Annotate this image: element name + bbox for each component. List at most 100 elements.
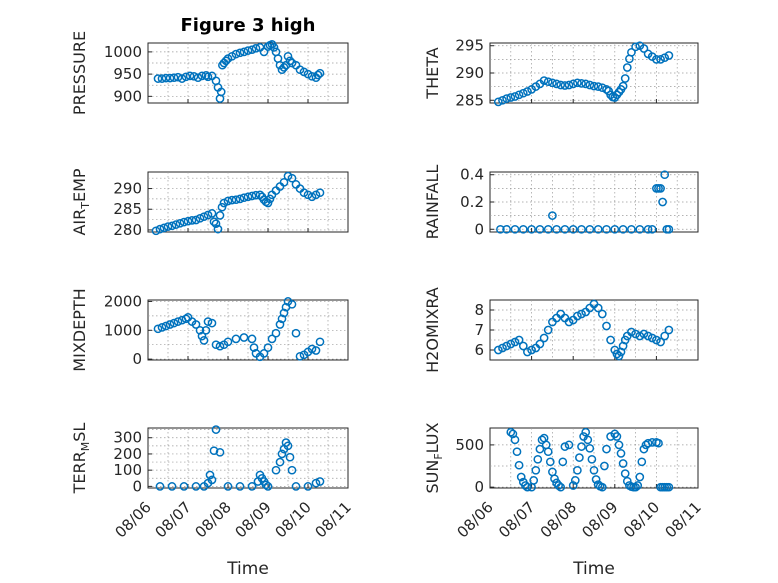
data-point	[602, 85, 611, 94]
data-point	[568, 79, 578, 89]
y-tick-label: 0.2	[460, 193, 484, 211]
data-point	[514, 335, 524, 345]
data-point	[633, 481, 643, 490]
data-point	[602, 224, 611, 234]
data-point	[573, 311, 582, 321]
data-point	[187, 216, 197, 225]
data-point	[267, 334, 277, 344]
data-point	[556, 80, 566, 90]
data-point	[311, 346, 321, 355]
y-tick-label: 1000	[104, 43, 142, 61]
data-point	[654, 438, 663, 448]
data-point	[610, 224, 620, 234]
data-point	[552, 224, 561, 234]
data-point	[167, 221, 177, 231]
data-point	[647, 333, 657, 343]
data-point	[502, 224, 511, 234]
data-point	[275, 320, 285, 329]
data-point	[535, 444, 545, 454]
data-point	[263, 343, 273, 352]
series-markers	[153, 39, 325, 103]
data-point	[179, 482, 189, 491]
y-tick-label: 0	[474, 478, 484, 496]
data-point	[622, 476, 632, 486]
data-point	[213, 224, 223, 234]
data-point	[510, 337, 520, 347]
y-tick-label: 6	[474, 341, 484, 359]
data-point	[315, 337, 325, 347]
data-point	[291, 328, 301, 338]
data-point	[618, 81, 628, 91]
data-point	[518, 88, 528, 98]
data-point	[570, 476, 580, 485]
data-point	[157, 74, 167, 83]
y-tick-label: 1000	[104, 321, 142, 339]
data-point	[277, 449, 287, 459]
data-point	[263, 198, 273, 208]
data-point	[560, 224, 570, 234]
data-point	[593, 224, 603, 234]
x-tick-label: 08/08	[537, 498, 580, 541]
data-point	[639, 444, 649, 454]
data-point	[199, 336, 209, 345]
data-point	[165, 73, 175, 83]
y-tick-label: 290	[455, 64, 484, 82]
y-axis-label: SUNFLUX	[423, 422, 445, 493]
data-point	[243, 46, 253, 55]
data-point	[647, 224, 657, 234]
figure-title: Figure 3 high	[181, 15, 316, 36]
data-point	[243, 192, 253, 202]
data-point	[265, 194, 275, 204]
data-point	[231, 334, 241, 344]
data-point	[215, 211, 225, 220]
data-point	[631, 482, 640, 492]
data-point	[627, 224, 636, 234]
data-point	[313, 70, 323, 80]
y-tick-label: 200	[113, 445, 142, 463]
data-point	[231, 49, 241, 59]
y-tick-label: 300	[113, 429, 142, 447]
data-point	[643, 224, 653, 234]
data-point	[153, 324, 163, 334]
data-point	[215, 341, 225, 351]
data-point	[197, 71, 207, 81]
y-tick-label: 500	[455, 436, 484, 454]
data-point	[585, 80, 595, 90]
data-point	[211, 219, 221, 229]
data-point	[656, 337, 665, 347]
data-point	[201, 71, 211, 80]
x-tick-label: 08/07	[152, 498, 195, 541]
data-point	[660, 331, 670, 341]
data-point	[527, 345, 536, 355]
data-point	[498, 95, 507, 105]
data-point	[518, 341, 528, 351]
y-tick-label: 280	[113, 221, 142, 239]
data-point	[612, 432, 622, 441]
data-point	[159, 223, 169, 233]
data-point	[279, 63, 289, 72]
data-point	[179, 217, 189, 227]
data-point	[169, 73, 179, 83]
data-point	[510, 435, 520, 445]
data-point	[207, 475, 217, 485]
series-markers	[493, 41, 674, 107]
data-point	[195, 213, 205, 223]
data-point	[195, 325, 205, 335]
data-point	[558, 457, 568, 467]
data-point	[287, 465, 297, 475]
y-axis-label: MIXDEPTH	[70, 288, 89, 371]
data-point	[216, 87, 226, 97]
data-point	[593, 82, 603, 91]
data-point	[560, 442, 570, 451]
y-tick-label: 8	[474, 301, 484, 319]
data-point	[169, 318, 179, 328]
data-point	[631, 329, 640, 339]
y-axis-label: H2OMIXRA	[423, 287, 442, 373]
data-point	[203, 317, 213, 326]
subplot-2: 280 285 290 AIRTEMP	[70, 168, 349, 239]
data-point	[575, 453, 584, 462]
data-point	[518, 224, 528, 234]
data-point	[637, 457, 647, 467]
